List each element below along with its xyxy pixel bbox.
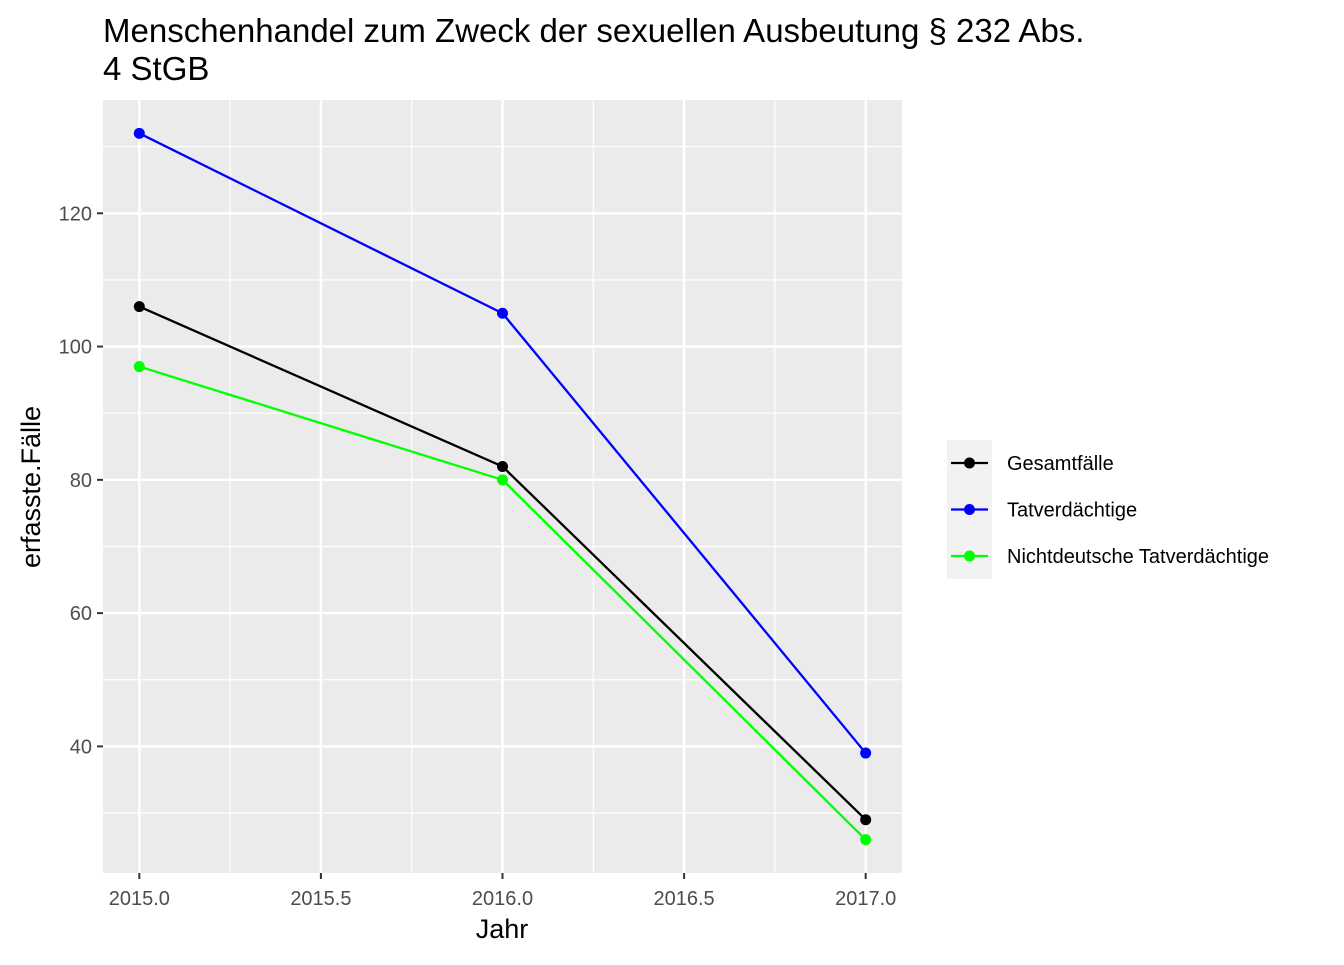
x-tick-label: 2015.5 bbox=[290, 888, 351, 910]
tick-labels: 2015.0 2015.5 2016.0 2016.5 2017.0 40 60 80 100 1… bbox=[59, 203, 897, 910]
legend-label: Gesamtfälle bbox=[1007, 453, 1114, 475]
data-point bbox=[860, 747, 872, 759]
x-axis-label: Jahr bbox=[476, 914, 529, 944]
y-tick-label: 60 bbox=[70, 603, 92, 625]
legend-label: Nichtdeutsche Tatverdächtige bbox=[1007, 546, 1269, 568]
x-tick-label: 2015.0 bbox=[109, 888, 170, 910]
data-point bbox=[497, 461, 508, 473]
y-tick-label: 120 bbox=[59, 203, 92, 225]
x-tick-label: 2016.0 bbox=[472, 888, 533, 910]
data-point bbox=[133, 301, 145, 313]
legend-key-point bbox=[964, 457, 975, 469]
y-tick-label: 40 bbox=[70, 736, 92, 758]
x-tick-label: 2017.0 bbox=[835, 888, 896, 910]
axis-ticks bbox=[97, 212, 867, 879]
legend-key-point bbox=[964, 550, 975, 562]
data-point bbox=[860, 834, 872, 846]
data-point bbox=[497, 474, 508, 486]
data-point bbox=[133, 127, 145, 139]
legend: Gesamtfälle Tatverdächtige Nichtdeutsche T… bbox=[947, 440, 1269, 579]
legend-label: Tatverdächtige bbox=[1007, 500, 1137, 522]
y-axis-label: erfasste.Fälle bbox=[16, 406, 46, 568]
data-point bbox=[133, 361, 145, 373]
y-tick-label: 80 bbox=[70, 470, 92, 492]
y-tick-label: 100 bbox=[59, 337, 92, 359]
chart-title-line-1: Menschenhandel zum Zweck der sexuellen A… bbox=[103, 12, 1084, 49]
grid-major bbox=[103, 100, 902, 873]
series-points bbox=[133, 127, 872, 846]
legend-key-point bbox=[964, 504, 975, 515]
data-point bbox=[860, 814, 872, 826]
chart-title-line-2: 4 StGB bbox=[103, 50, 209, 87]
data-point bbox=[497, 307, 508, 319]
x-tick-label: 2016.5 bbox=[654, 888, 715, 910]
